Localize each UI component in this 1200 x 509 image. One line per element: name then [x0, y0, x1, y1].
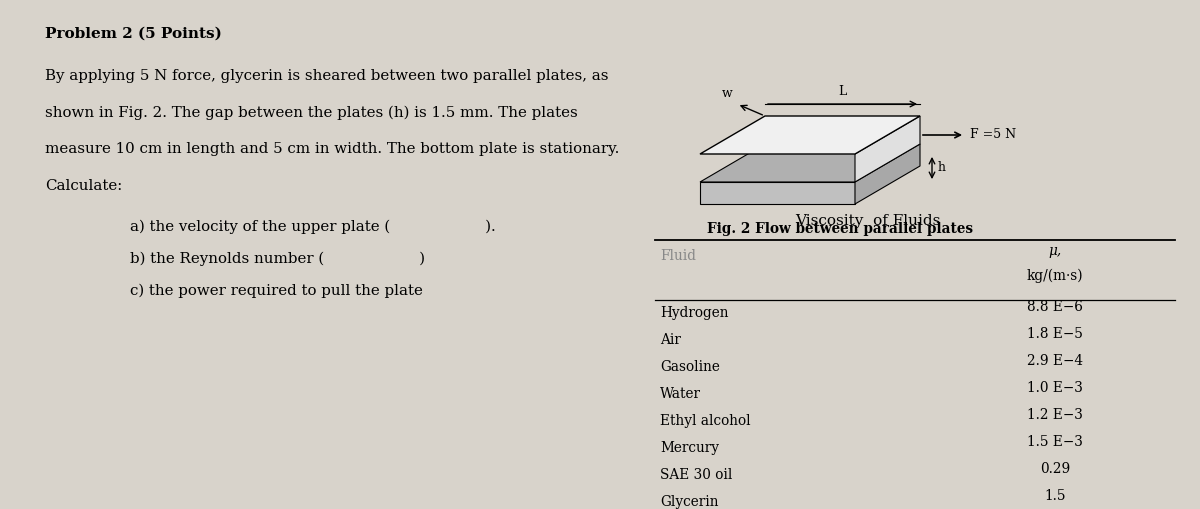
- Text: 1.0 E−3: 1.0 E−3: [1027, 381, 1082, 395]
- Text: b) the Reynolds number (                    ): b) the Reynolds number ( ): [130, 252, 425, 266]
- Text: Mercury: Mercury: [660, 441, 719, 455]
- Text: F =5 N: F =5 N: [970, 128, 1016, 142]
- Text: Calculate:: Calculate:: [46, 179, 122, 192]
- Text: 1.5: 1.5: [1044, 489, 1066, 503]
- Text: 1.5 E−3: 1.5 E−3: [1027, 435, 1082, 449]
- Text: kg/(m·s): kg/(m·s): [1027, 269, 1084, 284]
- Text: Air: Air: [660, 333, 680, 347]
- Text: shown in Fig. 2. The gap between the plates (h) is 1.5 mm. The plates: shown in Fig. 2. The gap between the pla…: [46, 105, 577, 120]
- Text: 1.2 E−3: 1.2 E−3: [1027, 408, 1082, 422]
- Text: a) the velocity of the upper plate (                    ).: a) the velocity of the upper plate ( ).: [130, 220, 496, 234]
- Text: 1.8 E−5: 1.8 E−5: [1027, 327, 1082, 341]
- Text: Fig. 2 Flow between parallel plates: Fig. 2 Flow between parallel plates: [707, 222, 973, 236]
- Text: L: L: [839, 85, 847, 98]
- Polygon shape: [856, 144, 920, 204]
- Text: SAE 30 oil: SAE 30 oil: [660, 468, 732, 482]
- Text: 2.9 E−4: 2.9 E−4: [1027, 354, 1084, 368]
- Polygon shape: [700, 116, 920, 154]
- Text: Glycerin: Glycerin: [660, 495, 719, 509]
- Text: Problem 2 (5 Points): Problem 2 (5 Points): [46, 27, 222, 41]
- Text: h: h: [938, 161, 946, 175]
- Text: By applying 5 N force, glycerin is sheared between two parallel plates, as: By applying 5 N force, glycerin is shear…: [46, 69, 608, 83]
- Text: Ethyl alcohol: Ethyl alcohol: [660, 414, 751, 428]
- Text: 0.29: 0.29: [1040, 462, 1070, 476]
- Text: c) the power required to pull the plate: c) the power required to pull the plate: [130, 284, 422, 298]
- Polygon shape: [700, 182, 856, 204]
- Text: 8.8 E−6: 8.8 E−6: [1027, 300, 1082, 314]
- Text: measure 10 cm in length and 5 cm in width. The bottom plate is stationary.: measure 10 cm in length and 5 cm in widt…: [46, 142, 619, 156]
- Text: Hydrogen: Hydrogen: [660, 306, 728, 320]
- Text: w: w: [722, 87, 733, 100]
- Polygon shape: [700, 144, 920, 182]
- Text: Viscosity  of Fluids: Viscosity of Fluids: [794, 214, 941, 228]
- Polygon shape: [856, 116, 920, 182]
- Text: Gasoline: Gasoline: [660, 360, 720, 374]
- Text: μ,: μ,: [1049, 244, 1062, 258]
- Text: Fluid: Fluid: [660, 249, 696, 263]
- Text: Water: Water: [660, 387, 701, 401]
